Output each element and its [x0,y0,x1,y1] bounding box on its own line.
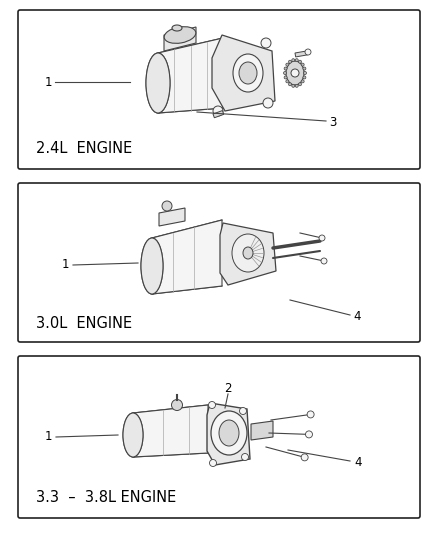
Circle shape [209,459,216,466]
Text: 3.0L  ENGINE: 3.0L ENGINE [36,316,132,331]
Text: 2.4L  ENGINE: 2.4L ENGINE [36,141,132,156]
Circle shape [241,454,248,461]
Circle shape [319,235,325,241]
Circle shape [213,106,223,116]
Circle shape [263,98,273,108]
FancyBboxPatch shape [18,183,420,342]
Text: 3.3  –  3.8L ENGINE: 3.3 – 3.8L ENGINE [36,490,176,505]
Bar [213,110,224,118]
Ellipse shape [243,247,253,259]
Circle shape [301,80,304,83]
Polygon shape [164,27,196,51]
Polygon shape [251,421,273,440]
Circle shape [305,431,312,438]
Text: 2: 2 [224,382,232,394]
Circle shape [305,49,311,55]
Ellipse shape [146,53,170,113]
Text: 1: 1 [44,431,52,443]
Circle shape [299,83,301,86]
Circle shape [295,59,298,62]
Circle shape [301,63,304,66]
Ellipse shape [232,234,264,272]
FancyBboxPatch shape [18,356,420,518]
Circle shape [289,60,292,63]
Circle shape [284,67,287,70]
Circle shape [307,411,314,418]
Polygon shape [152,220,222,294]
Text: 3: 3 [329,116,337,128]
FancyBboxPatch shape [18,10,420,169]
Circle shape [289,83,292,86]
Circle shape [261,38,271,48]
Text: 1: 1 [61,259,69,271]
Polygon shape [212,35,275,111]
Circle shape [208,401,215,408]
Ellipse shape [286,61,304,85]
Polygon shape [220,223,276,285]
Text: 1: 1 [44,76,52,88]
Polygon shape [158,38,223,113]
Ellipse shape [172,25,182,31]
Circle shape [303,76,306,79]
Text: 4: 4 [354,456,362,469]
Circle shape [283,71,286,75]
Circle shape [284,76,287,79]
Ellipse shape [239,62,257,84]
Ellipse shape [164,27,196,43]
Circle shape [303,67,306,70]
Circle shape [299,60,301,63]
Ellipse shape [141,238,163,294]
Ellipse shape [211,411,247,455]
Ellipse shape [233,54,263,92]
Polygon shape [159,208,185,226]
Ellipse shape [141,238,163,294]
Ellipse shape [219,420,239,446]
Circle shape [292,59,295,62]
Text: 4: 4 [353,310,361,322]
Circle shape [292,84,295,87]
Ellipse shape [123,413,143,457]
Circle shape [291,69,299,77]
Circle shape [172,400,183,410]
Circle shape [301,454,308,461]
Circle shape [162,201,172,211]
Polygon shape [133,405,208,457]
Circle shape [295,84,298,87]
Bar [295,51,307,57]
Circle shape [304,71,307,75]
Polygon shape [207,403,250,465]
Circle shape [321,258,327,264]
Ellipse shape [146,53,170,113]
Circle shape [286,63,289,66]
Ellipse shape [123,413,143,457]
Circle shape [286,80,289,83]
Circle shape [240,408,247,415]
